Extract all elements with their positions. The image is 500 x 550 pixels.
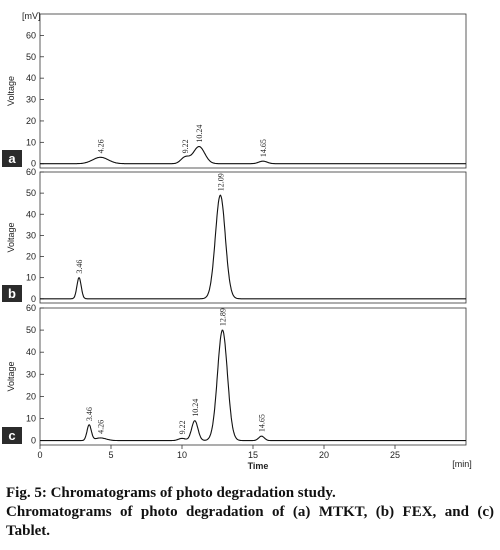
peak-label: 14.65: [259, 139, 268, 157]
figure-caption: Fig. 5: Chromatograms of photo degradati…: [6, 484, 494, 541]
y-tick-label: 0: [31, 294, 36, 304]
panel-label: b: [8, 286, 16, 301]
y-tick-label: 40: [26, 347, 36, 357]
x-tick-label: 15: [248, 450, 258, 460]
panel-label: a: [8, 151, 16, 166]
y-tick-label: 60: [26, 30, 36, 40]
y-axis-label: Voltage: [6, 222, 16, 252]
y-tick-label: 30: [26, 230, 36, 240]
panel-frame: [39, 171, 467, 304]
x-tick-label: 5: [108, 450, 113, 460]
x-unit-label: [min]: [452, 459, 472, 469]
peak-label: 10.24: [195, 125, 204, 143]
panel-label: c: [8, 428, 15, 443]
y-tick-label: 50: [26, 52, 36, 62]
y-tick-label: 10: [26, 273, 36, 283]
y-tick-label: 0: [31, 159, 36, 169]
y-tick-label: 10: [26, 413, 36, 423]
chromatogram-figure: 0 10 20 30 40 50 60 Voltage [mV] a 4.26 9.22 10.24 14…: [2, 11, 472, 471]
y-tick-label: 20: [26, 391, 36, 401]
x-tick-label: 10: [177, 450, 187, 460]
y-tick-label: 40: [26, 73, 36, 83]
x-tick-label: 0: [37, 450, 42, 460]
panel-label-box: [2, 427, 22, 444]
y-tick-label: 10: [26, 137, 36, 147]
peak-label: 14.65: [258, 414, 267, 432]
peak-label: 12.09: [216, 173, 225, 191]
chromatogram-trace: [40, 329, 466, 442]
x-tick-label: 25: [390, 450, 400, 460]
peak-label: 10.24: [191, 399, 200, 417]
y-tick-label: 50: [26, 325, 36, 335]
peak-label: 9.22: [178, 420, 187, 434]
y-unit-label: [mV]: [22, 11, 41, 21]
peak-label: 3.46: [85, 407, 94, 421]
y-tick-label: 60: [26, 303, 36, 313]
chromatogram-trace: [40, 194, 466, 300]
x-tick-label: 20: [319, 450, 329, 460]
y-tick-label: 20: [26, 116, 36, 126]
panel-label-box: [2, 285, 22, 302]
x-axis-label: Time: [248, 461, 269, 471]
peak-label: 9.22: [181, 139, 190, 153]
y-tick-label: 20: [26, 252, 36, 262]
y-tick-label: 0: [31, 436, 36, 446]
peak-label: 3.46: [75, 260, 84, 274]
y-tick-label: 50: [26, 188, 36, 198]
panel-frame: [39, 13, 467, 169]
peak-label: 4.26: [96, 420, 105, 434]
peak-label: 12.89: [218, 308, 227, 326]
caption-text: Chromatograms of photo degradation of (a…: [6, 504, 494, 539]
y-tick-label: 40: [26, 209, 36, 219]
y-tick-label: 30: [26, 369, 36, 379]
panel-label-box: [2, 150, 22, 167]
y-tick-label: 30: [26, 95, 36, 105]
y-axis-label: Voltage: [6, 361, 16, 391]
caption-title: Fig. 5: Chromatograms of photo degradati…: [6, 485, 336, 501]
chromatogram-trace: [40, 146, 466, 165]
peak-label: 4.26: [96, 139, 105, 153]
y-tick-label: 60: [26, 167, 36, 177]
y-axis-label: Voltage: [6, 76, 16, 106]
